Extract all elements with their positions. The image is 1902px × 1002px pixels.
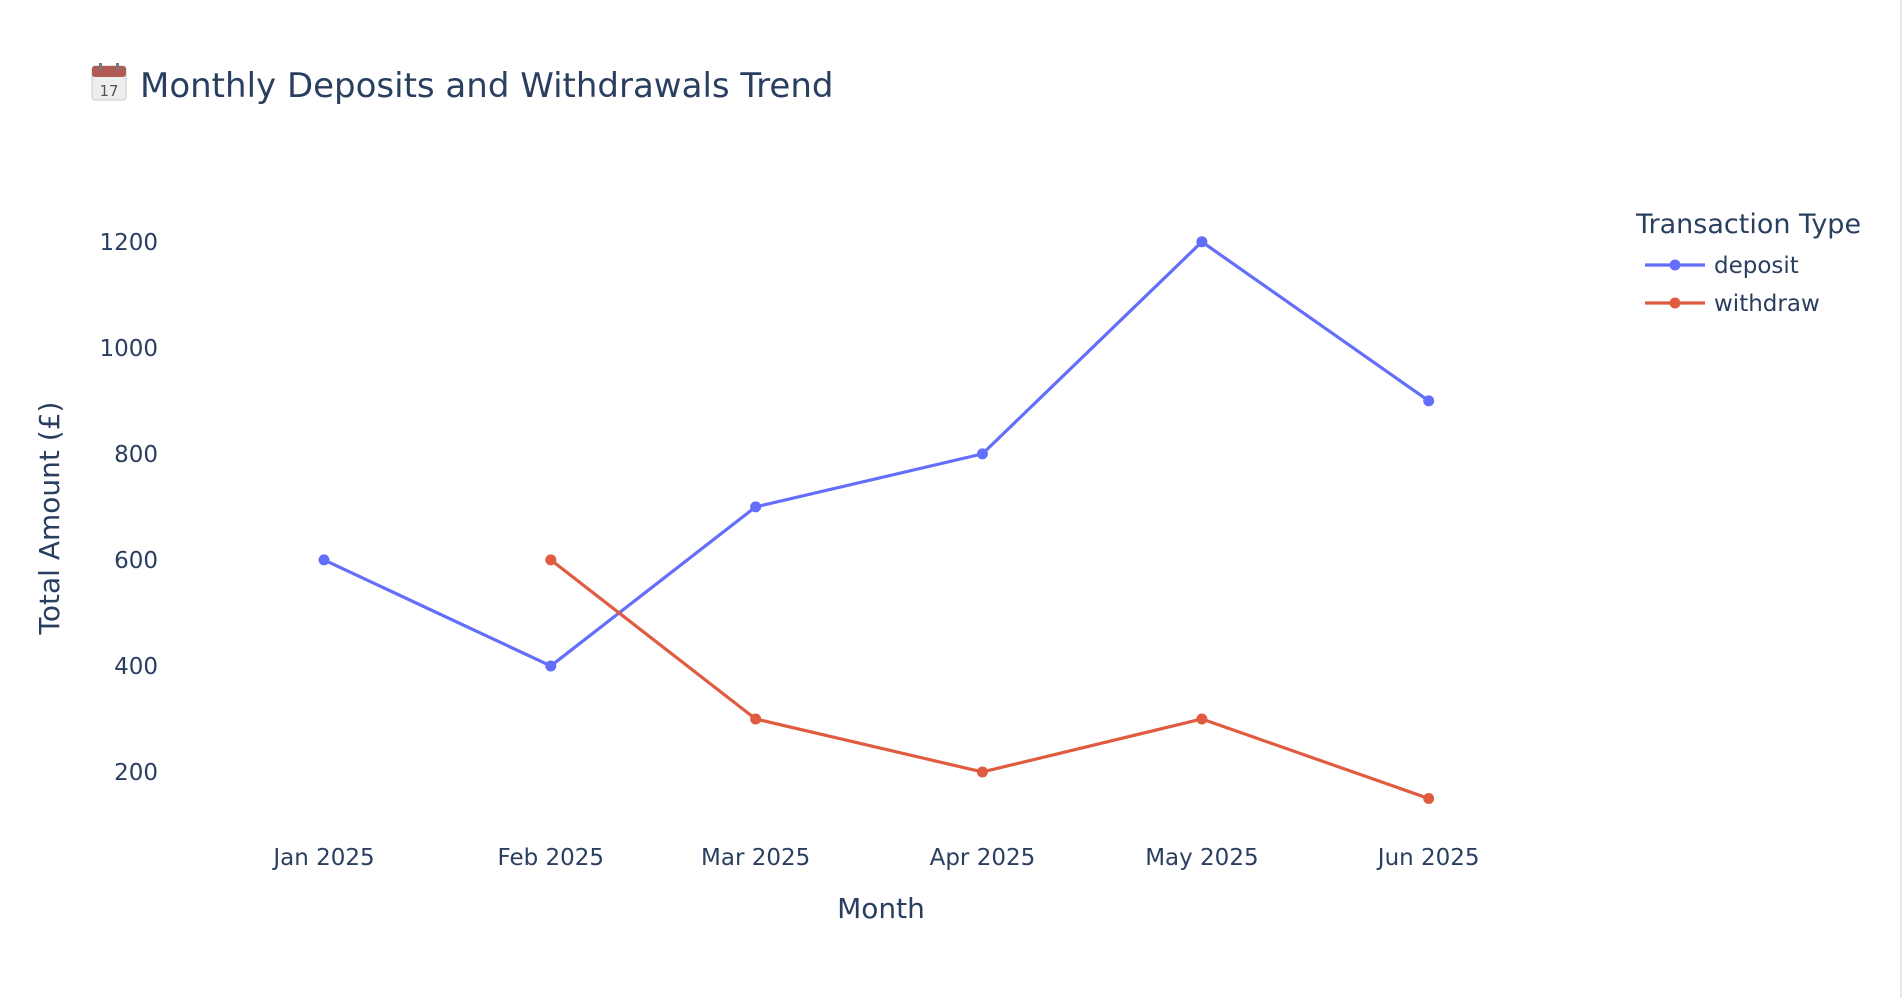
chart-title-text: Monthly Deposits and Withdrawals Trend	[140, 66, 833, 106]
data-point-withdraw[interactable]	[545, 554, 557, 566]
x-tick-label: Apr 2025	[930, 845, 1036, 871]
series-line-withdraw	[549, 558, 1430, 801]
data-point-withdraw[interactable]	[1196, 713, 1208, 725]
x-tick-label: Feb 2025	[498, 845, 605, 871]
y-tick-label: 800	[114, 442, 158, 468]
y-tick-label: 600	[114, 548, 158, 574]
chart-title: 17 Monthly Deposits and Withdrawals Tren…	[91, 63, 833, 106]
y-tick-label: 400	[114, 654, 158, 680]
legend-title: Transaction Type	[1635, 209, 1861, 240]
data-point-deposit[interactable]	[1423, 395, 1435, 407]
legend-label-deposit: deposit	[1714, 253, 1799, 279]
data-point-deposit[interactable]	[545, 660, 557, 672]
series-line-deposit	[323, 240, 1430, 668]
y-tick-label: 1000	[99, 336, 158, 362]
data-point-withdraw[interactable]	[750, 713, 762, 725]
y-tick-label: 200	[114, 760, 158, 786]
legend-item-withdraw[interactable]: withdraw	[1645, 291, 1820, 317]
x-axis-title: Month	[837, 892, 925, 925]
y-tick-label: 1200	[99, 230, 158, 256]
legend-marker-deposit	[1669, 259, 1681, 271]
calendar-icon: 17	[91, 63, 127, 101]
series-layer	[318, 236, 1435, 804]
legend-marker-withdraw	[1669, 297, 1681, 309]
x-tick-label: Jan 2025	[271, 845, 374, 871]
data-point-deposit[interactable]	[976, 448, 988, 460]
data-point-deposit[interactable]	[1196, 236, 1208, 248]
data-point-withdraw[interactable]	[1423, 792, 1435, 804]
x-axis-ticks: Jan 2025 Feb 2025 Mar 2025 Apr 2025 May 2025…	[271, 845, 1479, 871]
y-axis-title: Total Amount (£)	[33, 402, 66, 636]
x-tick-label: Mar 2025	[701, 845, 810, 871]
data-point-withdraw[interactable]	[976, 766, 988, 778]
right-border	[1900, 0, 1902, 998]
x-tick-label: May 2025	[1145, 845, 1258, 871]
legend-item-deposit[interactable]: deposit	[1645, 253, 1799, 279]
legend: Transaction Type deposit withdraw	[1635, 209, 1861, 317]
y-axis-ticks: 200 400 600 800 1000 1200	[99, 230, 158, 786]
data-point-deposit[interactable]	[318, 554, 330, 566]
legend-items: deposit withdraw	[1645, 253, 1820, 317]
series-withdraw	[545, 554, 1435, 804]
calendar-icon-day: 17	[99, 82, 118, 100]
series-deposit	[318, 236, 1435, 672]
x-tick-label: Jun 2025	[1376, 845, 1480, 871]
legend-label-withdraw: withdraw	[1714, 291, 1820, 317]
data-point-deposit[interactable]	[750, 501, 762, 513]
